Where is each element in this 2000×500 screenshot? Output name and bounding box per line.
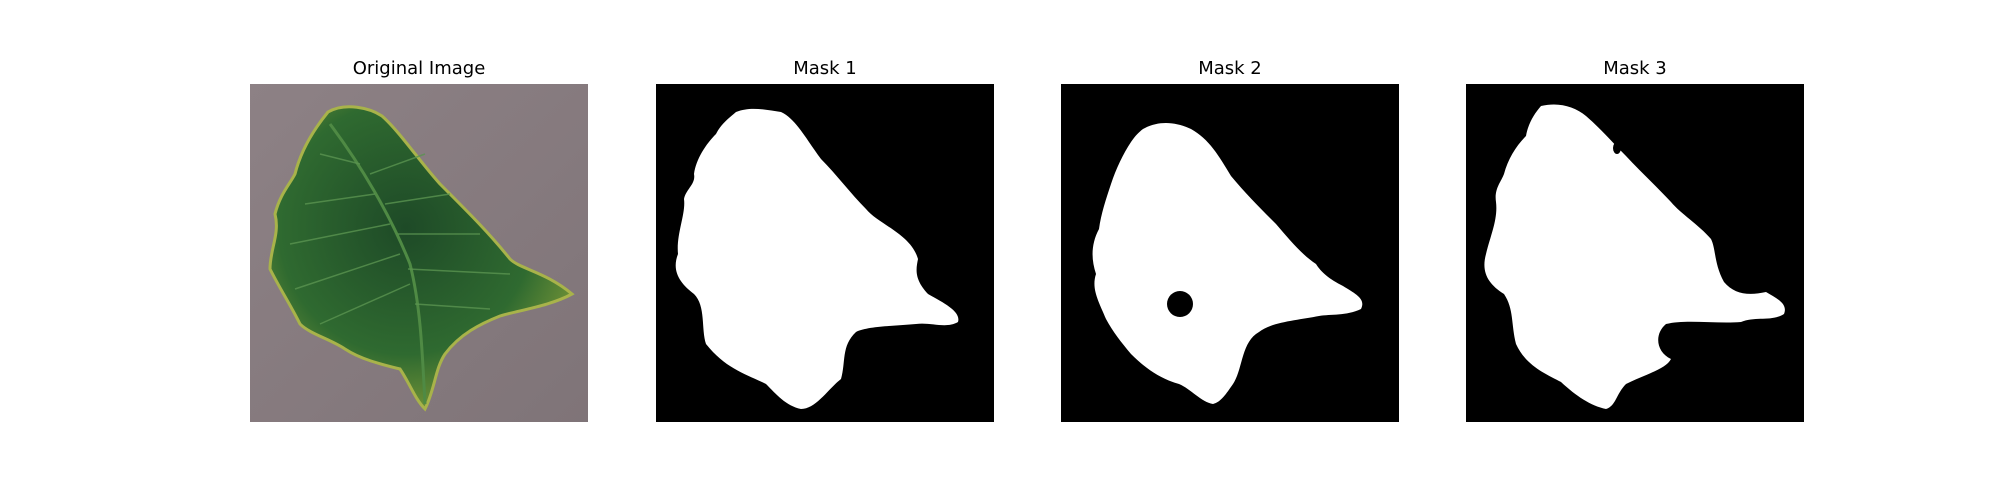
mask-1-panel [656,84,994,422]
panel-title-mask-2: Mask 2 [1198,58,1262,79]
mask-2-hole [1167,291,1193,317]
mask-3-hole [1613,142,1621,154]
panel-title-mask-3: Mask 3 [1603,58,1667,79]
mask-1-image [656,84,994,422]
leaf-midrib [328,123,427,405]
leaf-shape [268,105,575,412]
mask-2-leaf-region [1092,122,1363,404]
leaf-veins [289,153,511,325]
mask-2-image [1061,84,1399,422]
mask-3-panel [1466,84,1804,422]
mask-3-image [1466,84,1804,422]
panel-title-mask-1: Mask 1 [793,58,857,79]
mask-1-leaf-region [675,108,959,409]
original-image-panel [250,84,588,422]
panel-title-original-image: Original Image [352,58,486,79]
original-leaf-image [250,84,588,422]
mask-3-leaf-region [1484,104,1785,409]
mask-2-panel [1061,84,1399,422]
